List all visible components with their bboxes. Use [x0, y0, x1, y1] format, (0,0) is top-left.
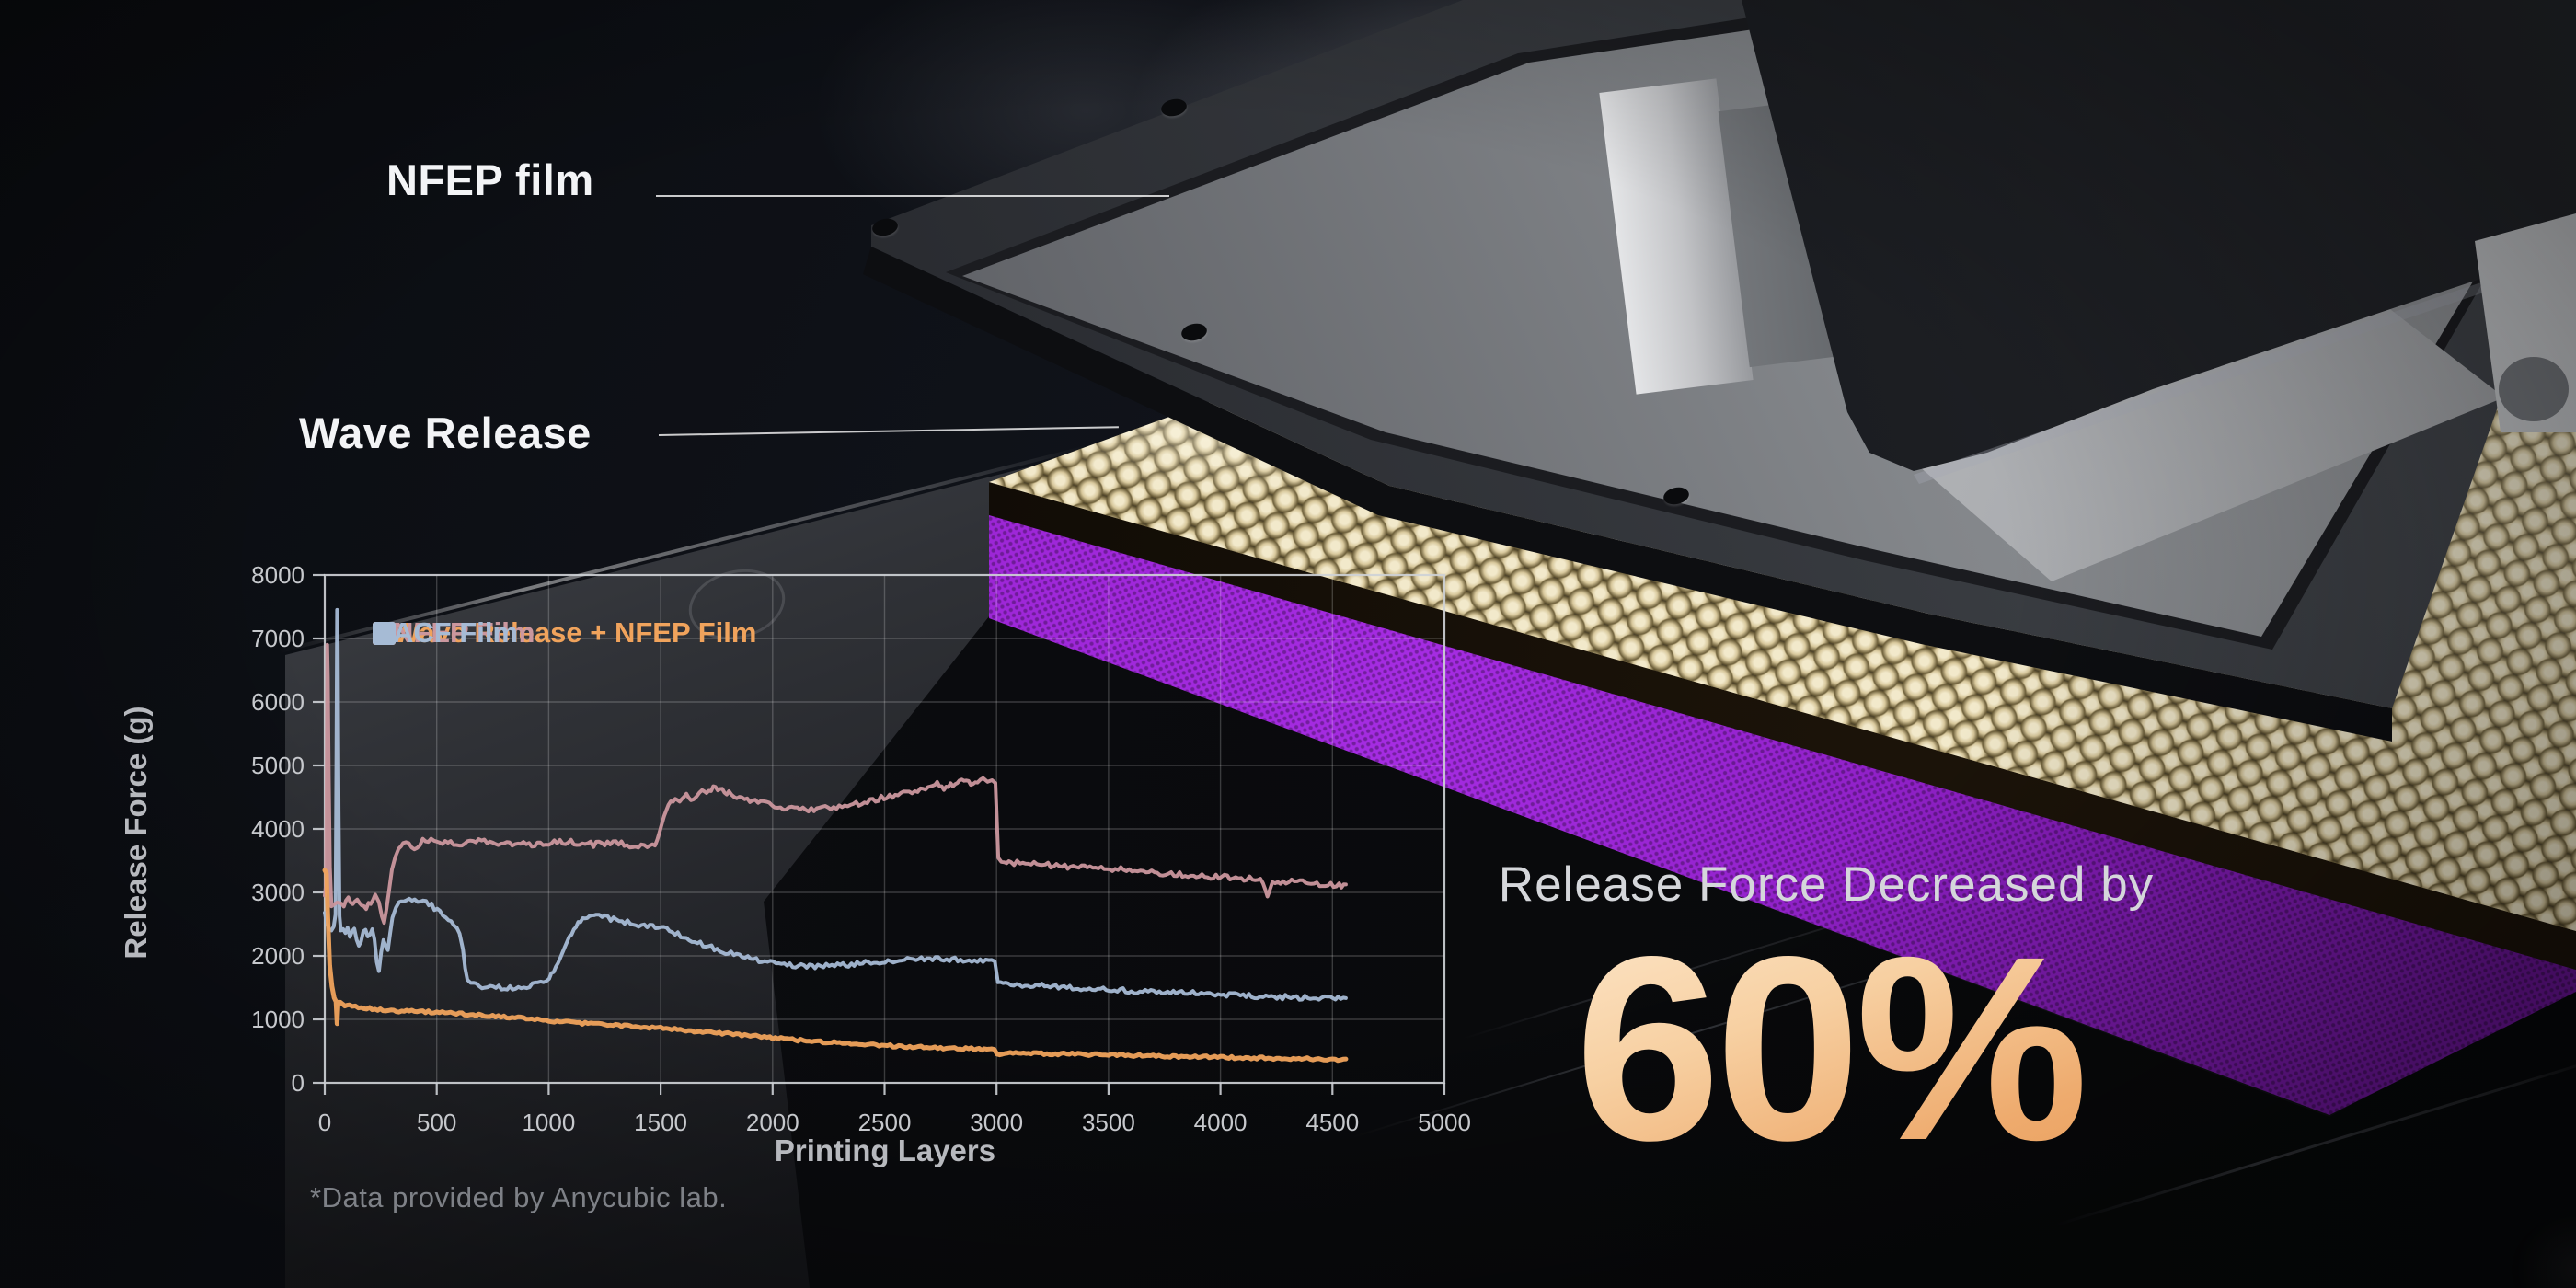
headline-percentage: 60% [1461, 918, 2197, 1180]
y-axis-title: Release Force (g) [119, 706, 153, 960]
data-source-footnote: *Data provided by Anycubic lab. [310, 1181, 728, 1213]
legend-label: Wave Release + NFEP Film [393, 616, 757, 649]
wave-release-label: Wave Release [299, 408, 592, 457]
nfep-film-label: NFEP film [386, 155, 594, 204]
legend-label: ACF Film [393, 616, 519, 649]
legend-label: NFEP Film [393, 616, 535, 649]
x-axis-title: Printing Layers [774, 1133, 996, 1167]
legend-swatch-blue [373, 621, 396, 645]
printer-arm-knob [2499, 357, 2569, 421]
nfep-callout-line [656, 195, 1169, 197]
headline-text: Release Force Decreased by [1498, 857, 2155, 912]
